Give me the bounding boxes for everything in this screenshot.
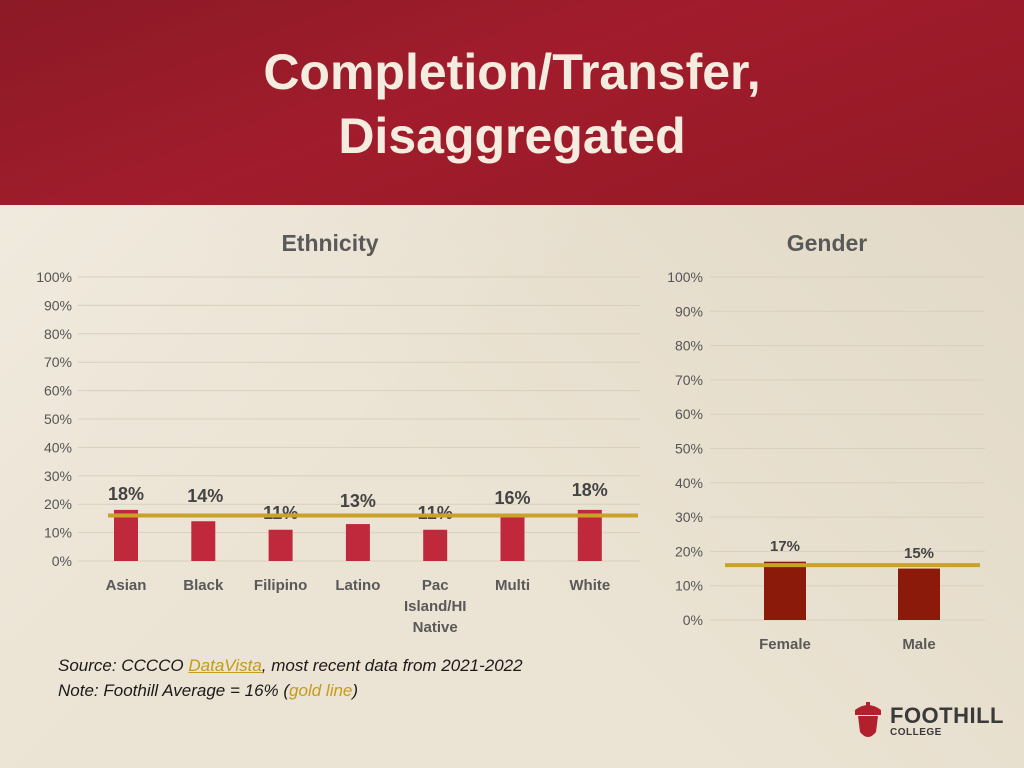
slide-title-line2: Disaggregated [338, 108, 686, 164]
gender-chart: 0% 10% 20% 30% 40% 50% 60% 70% 80% 90% 100% 17% Fema… [667, 269, 985, 653]
source-suffix: , most recent data from 2021-2022 [261, 656, 523, 675]
ethnicity-bar [423, 529, 448, 561]
gender-y-tick-label: 0% [683, 612, 703, 628]
ethnicity-category-label: Multi [495, 577, 530, 594]
gender-data-label: 17% [770, 538, 800, 555]
ethnicity-data-label: 18% [108, 484, 144, 504]
ethnicity-bar [268, 529, 293, 561]
ethnicity-y-tick-label: 90% [44, 297, 72, 313]
gender-y-tick-label: 100% [667, 269, 703, 285]
average-note: Note: Foothill Average = 16% (gold line) [58, 681, 358, 701]
logo-name: FOOTHILL [890, 703, 1004, 728]
slide-title-line1: Completion/Transfer, [263, 44, 761, 100]
ethnicity-y-tick-label: 20% [44, 496, 72, 512]
gender-y-tick-label: 10% [675, 578, 703, 594]
ethnicity-y-tick-label: 100% [36, 269, 72, 285]
gender-bar [898, 568, 940, 620]
slide-background [0, 205, 1024, 768]
average-note-suffix: ) [352, 681, 359, 700]
ethnicity-data-label: 18% [572, 480, 608, 500]
ethnicity-y-tick-label: 0% [52, 553, 72, 569]
gender-y-tick-label: 60% [675, 406, 703, 422]
ethnicity-data-label: 16% [494, 488, 530, 508]
gender-y-tick-label: 90% [675, 303, 703, 319]
ethnicity-category-label: White [569, 577, 610, 594]
source-prefix: Source: CCCCO [58, 656, 189, 675]
ethnicity-category-label: Latino [335, 577, 380, 594]
title-banner: Completion/Transfer, Disaggregated [0, 0, 1024, 205]
datavista-link[interactable]: DataVista [188, 656, 262, 675]
ethnicity-bar [191, 521, 216, 561]
ethnicity-data-label: 13% [340, 491, 376, 511]
ethnicity-category-label: Island/HI [404, 598, 467, 615]
ethnicity-chart-title: Ethnicity [281, 230, 379, 256]
ethnicity-data-label: 14% [187, 486, 223, 506]
gender-y-tick-label: 50% [675, 441, 703, 457]
ethnicity-y-tick-label: 40% [44, 439, 72, 455]
ethnicity-y-tick-label: 70% [44, 354, 72, 370]
gender-category-label: Female [759, 636, 811, 653]
gender-chart-title: Gender [786, 230, 868, 256]
ethnicity-data-label: 11% [418, 503, 453, 523]
logo-sub: COLLEGE [890, 727, 942, 738]
ethnicity-y-tick-label: 60% [44, 383, 72, 399]
gender-bar [764, 561, 806, 620]
gender-y-tick-label: 20% [675, 543, 703, 559]
gender-category-label: Male [902, 636, 935, 653]
ethnicity-category-label: Native [413, 619, 458, 636]
average-note-prefix: Note: Foothill Average = 16% ( [58, 681, 290, 700]
ethnicity-chart: 0% 10% 20% 30% 40% 50% 60% 70% 80% 90% 100% 18% Asia… [36, 269, 640, 636]
ethnicity-bar [577, 509, 602, 561]
ethnicity-y-tick-label: 30% [44, 468, 72, 484]
foothill-logo: FOOTHILL COLLEGE [852, 700, 1004, 744]
source-note: Source: CCCCO DataVista, most recent dat… [58, 656, 523, 676]
ethnicity-bar [500, 515, 525, 561]
gender-y-tick-label: 30% [675, 509, 703, 525]
ethnicity-bar [114, 509, 138, 561]
ethnicity-y-tick-label: 10% [44, 525, 72, 541]
ethnicity-data-label: 11% [263, 503, 298, 523]
ethnicity-category-label: Asian [106, 577, 147, 594]
ethnicity-y-tick-label: 80% [44, 326, 72, 342]
slide-title: Completion/Transfer, Disaggregated [0, 40, 1024, 168]
ethnicity-category-label: Pac [422, 577, 449, 594]
ethnicity-bar [345, 524, 370, 561]
ethnicity-category-label: Filipino [254, 577, 307, 594]
gender-y-tick-label: 40% [675, 475, 703, 491]
acorn-icon [855, 702, 881, 737]
ethnicity-y-tick-label: 50% [44, 411, 72, 427]
gender-y-tick-label: 70% [675, 372, 703, 388]
ethnicity-category-label: Black [183, 577, 224, 594]
gender-y-tick-label: 80% [675, 338, 703, 354]
gender-data-label: 15% [904, 545, 934, 562]
gold-line-label: gold line [289, 681, 353, 700]
